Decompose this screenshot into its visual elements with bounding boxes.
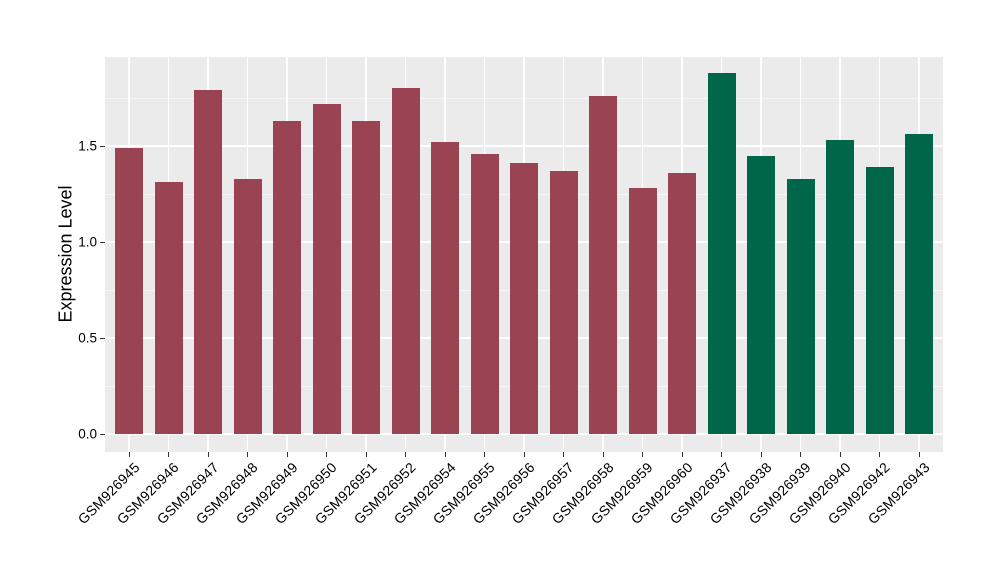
bar-GSM926940 [826, 140, 854, 434]
y-axis-tick [100, 434, 105, 435]
bar-GSM926959 [628, 188, 657, 434]
x-axis-tick [879, 452, 880, 457]
bar-GSM926948 [233, 178, 262, 434]
x-axis-tick [523, 452, 525, 457]
x-axis-tick [602, 452, 604, 457]
x-axis-tick [405, 452, 406, 457]
x-axis-tick [681, 452, 683, 457]
bar-GSM926951 [352, 121, 380, 434]
bar-GSM926938 [747, 155, 775, 434]
x-axis-tick [247, 452, 248, 457]
x-axis-tick [642, 452, 643, 457]
x-axis-tick [800, 452, 801, 457]
y-axis-tick [100, 242, 105, 243]
x-axis-tick [365, 452, 367, 457]
x-axis-tick [760, 452, 762, 457]
plot-panel [105, 57, 943, 452]
x-axis-tick [286, 452, 288, 457]
x-axis-tick [484, 452, 485, 457]
x-axis-tick [444, 452, 446, 457]
bar-GSM926957 [549, 170, 578, 434]
bar-GSM926956 [510, 163, 538, 434]
y-tick-label: 1.0 [78, 234, 97, 250]
y-tick-label: 0.5 [78, 330, 97, 346]
bar-GSM926937 [707, 73, 736, 434]
y-tick-label: 0.0 [78, 426, 97, 442]
bar-GSM926945 [115, 147, 143, 434]
y-axis-tick [100, 338, 105, 339]
x-axis-tick [918, 452, 920, 457]
x-axis-tick [326, 452, 327, 457]
bar-GSM926942 [865, 167, 894, 434]
x-axis-tick [563, 452, 564, 457]
bar-GSM926949 [273, 121, 301, 434]
bar-GSM926958 [589, 96, 617, 434]
y-axis-tick [100, 146, 105, 147]
bar-GSM926954 [431, 142, 459, 434]
bar-GSM926955 [470, 153, 499, 434]
bar-GSM926952 [391, 88, 420, 434]
x-axis-tick [207, 452, 209, 457]
x-axis-tick [721, 452, 722, 457]
bar-GSM926947 [194, 90, 222, 434]
bar-GSM926960 [668, 172, 696, 434]
x-axis-tick [168, 452, 169, 457]
bar-GSM926939 [786, 178, 815, 434]
x-axis-tick [839, 452, 841, 457]
bar-GSM926946 [154, 182, 183, 434]
bar-GSM926950 [312, 103, 341, 434]
bar-GSM926943 [905, 134, 933, 434]
x-axis-tick [128, 452, 130, 457]
y-tick-label: 1.5 [78, 138, 97, 154]
y-axis-title: Expression Level [55, 185, 76, 323]
